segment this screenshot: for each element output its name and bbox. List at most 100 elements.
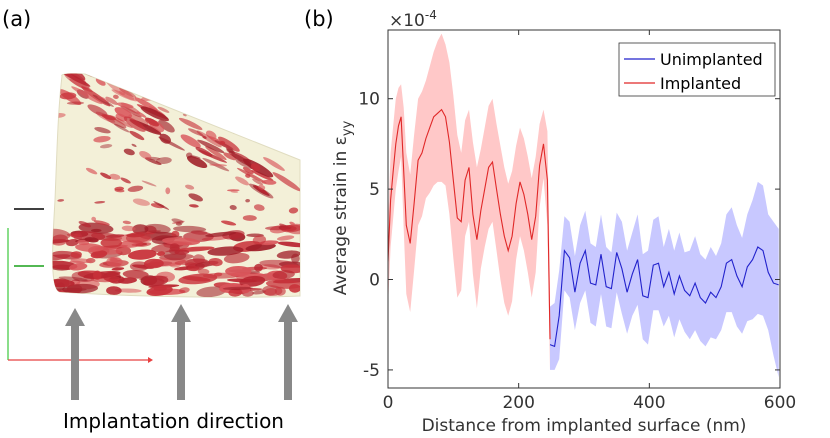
x-tick-label: 600 [764, 393, 796, 413]
strain-blob [140, 106, 170, 122]
arrow-up-icon [278, 304, 298, 400]
strain-blob [153, 201, 170, 210]
strain-blob [246, 129, 253, 132]
strain-blob [292, 108, 300, 114]
strain-blob [163, 97, 174, 103]
y-multiplier-exponent: -4 [425, 8, 437, 22]
strain-blob [291, 253, 300, 264]
strain-blob [69, 263, 88, 271]
strain-blob [180, 134, 201, 148]
strain-blob [182, 113, 187, 117]
strain-blob [285, 223, 300, 235]
plot-area [388, 33, 779, 378]
strain-blob [129, 261, 149, 272]
strain-blob [158, 119, 175, 133]
strain-blob [131, 143, 137, 147]
y-axis-title: Average strain in εyy [331, 120, 355, 295]
strain-blob [182, 276, 211, 282]
strain-blob [144, 117, 159, 127]
legend: Unimplanted Implanted [618, 42, 776, 97]
strain-blob [92, 270, 102, 280]
strain-blob [252, 235, 267, 245]
strain-blob [251, 170, 274, 181]
y-tick-label: -5 [363, 361, 380, 381]
strain-blob [156, 251, 166, 256]
strain-blob [66, 233, 81, 237]
strain-blob [105, 234, 125, 238]
strain-blob [52, 254, 71, 262]
y-tick-label: 0 [369, 271, 380, 291]
strain-blob [97, 96, 109, 103]
strain-blob [174, 249, 190, 255]
strain-blob [189, 204, 199, 208]
strain-blob [178, 117, 203, 130]
strain-blob [209, 163, 227, 167]
strain-blob [223, 252, 250, 264]
panel-b-label: (b) [304, 7, 334, 31]
strain-blob [235, 105, 243, 111]
strain-blob [185, 184, 195, 190]
strain-blob [195, 146, 213, 157]
strain-blob [70, 231, 106, 241]
strain-blob [125, 232, 151, 243]
strain-blob [62, 283, 99, 294]
strain-blob [111, 267, 125, 271]
strain-blob [267, 117, 276, 123]
strain-blob [90, 250, 108, 259]
strain-blob [105, 96, 118, 105]
strain-blob [161, 88, 173, 93]
strain-blob [253, 204, 265, 211]
strain-blob [87, 104, 108, 117]
strain-blob [196, 286, 226, 298]
strain-blob [135, 242, 152, 247]
strain-blob [205, 146, 227, 161]
strain-blob [84, 237, 99, 243]
strain-blob [111, 89, 137, 102]
strain-blob [69, 78, 93, 93]
strain-blob [159, 133, 171, 144]
strain-blob [245, 198, 250, 203]
strain-blob [146, 285, 173, 296]
strain-blob [71, 86, 103, 105]
band-unimplanted [550, 181, 779, 378]
strain-blob [207, 246, 244, 256]
strain-blob [272, 172, 300, 192]
strain-blob [127, 185, 144, 192]
strain-blob [59, 92, 77, 100]
strain-blob [274, 286, 286, 296]
y-tick-label: 10 [358, 90, 380, 110]
implantation-arrows [65, 304, 298, 400]
strain-blob [58, 276, 88, 282]
strain-blob [66, 101, 85, 105]
strain-blob [263, 157, 285, 171]
strain-blob [162, 237, 200, 246]
strain-blob [189, 155, 201, 159]
strain-blob [118, 277, 137, 284]
strain-blob [197, 268, 210, 275]
strain-blob [254, 263, 263, 272]
strain-blob [265, 279, 300, 289]
strain-blob [67, 73, 86, 81]
strain-blob [157, 106, 170, 113]
strain-blob [144, 223, 171, 234]
strain-blob [186, 152, 193, 159]
strain-blob [205, 231, 237, 237]
strain-blob [70, 251, 82, 259]
y-tick-label: 5 [369, 180, 380, 200]
strain-blob [116, 102, 134, 109]
strain-blob [254, 185, 268, 195]
strain-blob [139, 151, 152, 160]
strain-blob [155, 157, 172, 165]
strain-blob [264, 288, 277, 296]
strain-blob [190, 230, 208, 235]
strain-blob [208, 257, 223, 267]
strain-blob [279, 223, 291, 230]
strain-blob [225, 265, 252, 277]
strain-blob [132, 224, 149, 235]
strain-blob [272, 270, 295, 280]
strain-blob [228, 288, 243, 297]
strain-blob [169, 243, 180, 252]
strain-blob [95, 78, 106, 86]
arrow-up-icon [65, 308, 85, 400]
strain-blob [250, 163, 261, 172]
